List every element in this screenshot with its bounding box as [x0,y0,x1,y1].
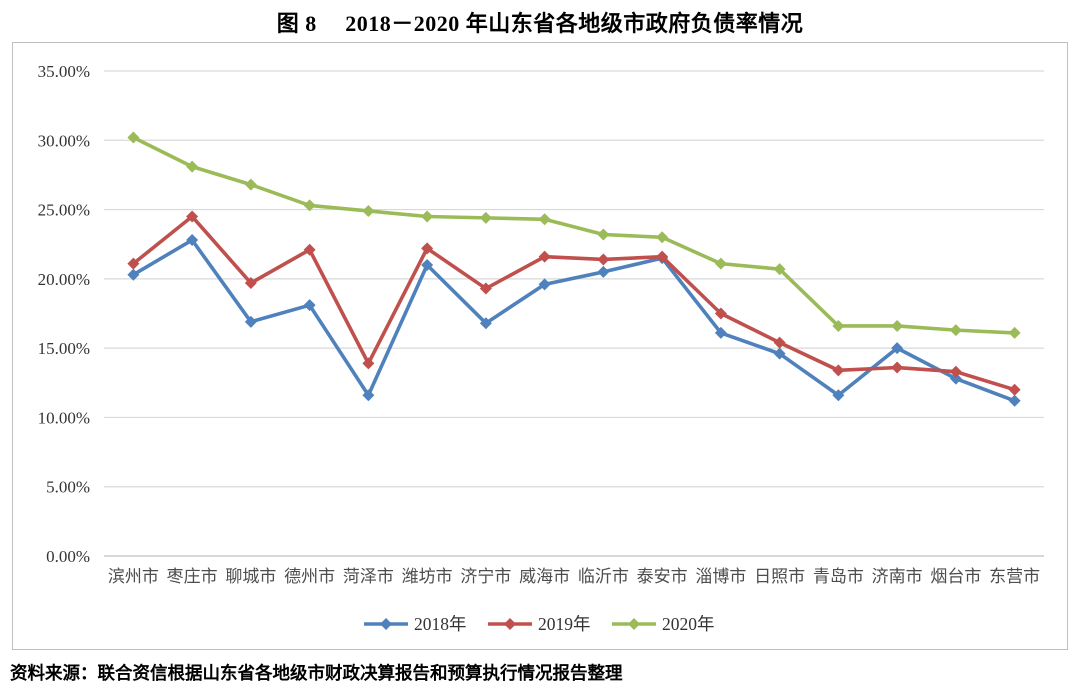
data-point-marker [538,213,551,226]
legend-item-2019年: 2019年 [488,614,591,634]
chart-area: 0.00% 5.00% 10.00% 15.00% 20.00% 25.00% 30.00%… [12,42,1068,650]
series-2019年 [127,210,1021,396]
x-axis-category-label: 威海市 [519,567,570,586]
data-point-marker [244,178,257,191]
data-point-marker [714,257,727,270]
data-point-marker [421,259,434,271]
data-point-marker [832,389,845,402]
data-point-marker [891,361,904,374]
data-point-marker [362,357,375,370]
x-axis-category-label: 济南市 [872,567,923,586]
data-point-marker [949,324,962,337]
data-point-marker [362,204,375,217]
data-point-marker [421,210,434,223]
legend-diamond-icon [628,618,640,630]
legend-item-2020年: 2020年 [612,614,715,634]
data-point-marker [891,319,904,332]
legend-item-2018年: 2018年 [364,614,467,634]
data-point-marker [832,364,845,377]
data-point-marker [1008,326,1021,339]
data-point-marker [127,268,140,281]
series-2020年 [127,131,1021,339]
data-point-marker [949,365,962,378]
data-point-marker [303,199,316,212]
data-point-marker [421,242,434,255]
x-axis-category-label: 菏泽市 [343,567,394,586]
x-axis-category-label: 淄博市 [695,567,746,586]
x-axis-category-label: 日照市 [754,567,805,586]
data-point-marker [186,160,199,173]
data-point-marker [362,389,375,402]
data-point-marker [773,347,786,360]
x-axis-category-label: 滨州市 [108,567,159,586]
data-point-marker [714,307,727,320]
legend-label: 2020年 [662,614,715,634]
data-point-marker [832,319,845,332]
x-axis-category-label: 聊城市 [225,567,276,586]
x-axis-category-label: 枣庄市 [167,567,218,586]
y-axis-tick-label: 35.00% [38,62,90,81]
y-axis-tick-label: 25.00% [38,201,90,220]
data-point-marker [538,250,551,263]
data-point-marker [127,131,140,144]
x-axis-category-label: 东营市 [989,567,1040,586]
data-point-marker [656,250,669,263]
data-point-marker [127,257,140,270]
data-point-marker [186,210,199,223]
data-point-marker [244,315,257,328]
data-point-marker [714,326,727,339]
chart-legend: 2018年 2019年 2020年 [364,614,715,634]
y-axis-tick-label: 10.00% [38,408,90,427]
data-point-marker [479,282,492,295]
data-point-marker [479,317,492,330]
data-point-marker [538,278,551,291]
data-point-marker [244,277,257,290]
data-point-marker [303,243,316,256]
data-point-marker [773,263,786,276]
legend-label: 2019年 [538,614,591,634]
y-axis-tick-label: 30.00% [38,131,90,150]
x-axis-category-label: 烟台市 [930,567,981,586]
data-point-marker [597,228,610,241]
data-point-marker [1008,383,1021,396]
legend-diamond-icon [380,618,392,630]
legend-label: 2018年 [414,614,467,634]
series-line-2020年 [131,135,1017,335]
y-axis-tick-label: 5.00% [46,478,90,497]
data-point-marker [303,299,316,312]
data-point-marker [597,265,610,278]
data-point-marker [597,253,610,266]
data-point-marker [773,336,786,349]
data-point-marker [1008,394,1021,407]
x-axis-category-label: 临沂市 [578,567,629,586]
data-point-marker [949,372,962,385]
x-axis-category-label: 德州市 [284,567,335,586]
data-point-marker [186,234,199,247]
source-note: 资料来源：联合资信根据山东省各地级市财政决算报告和预算执行情况报告整理 [10,663,623,683]
figure-title: 图 8 2018－2020 年山东省各地级市政府负债率情况 [276,11,804,36]
x-axis-category-label: 潍坊市 [402,567,453,586]
y-axis-tick-label: 15.00% [38,339,90,358]
debt-ratio-line-chart: 0.00% 5.00% 10.00% 15.00% 20.00% 25.00% 30.00%… [38,62,1044,634]
legend-diamond-icon [504,618,516,630]
data-point-marker [479,211,492,224]
data-point-marker [656,231,669,244]
x-axis-category-label: 泰安市 [637,567,688,586]
series-line-2019年 [131,214,1017,392]
x-axis-category-label: 济宁市 [460,567,511,586]
y-axis-tick-label: 0.00% [46,547,90,566]
data-point-marker [891,342,904,355]
y-axis-tick-label: 20.00% [38,270,90,289]
series-line-2018年 [131,238,1017,403]
series-2018年 [127,234,1021,407]
x-axis-category-label: 青岛市 [813,567,864,586]
